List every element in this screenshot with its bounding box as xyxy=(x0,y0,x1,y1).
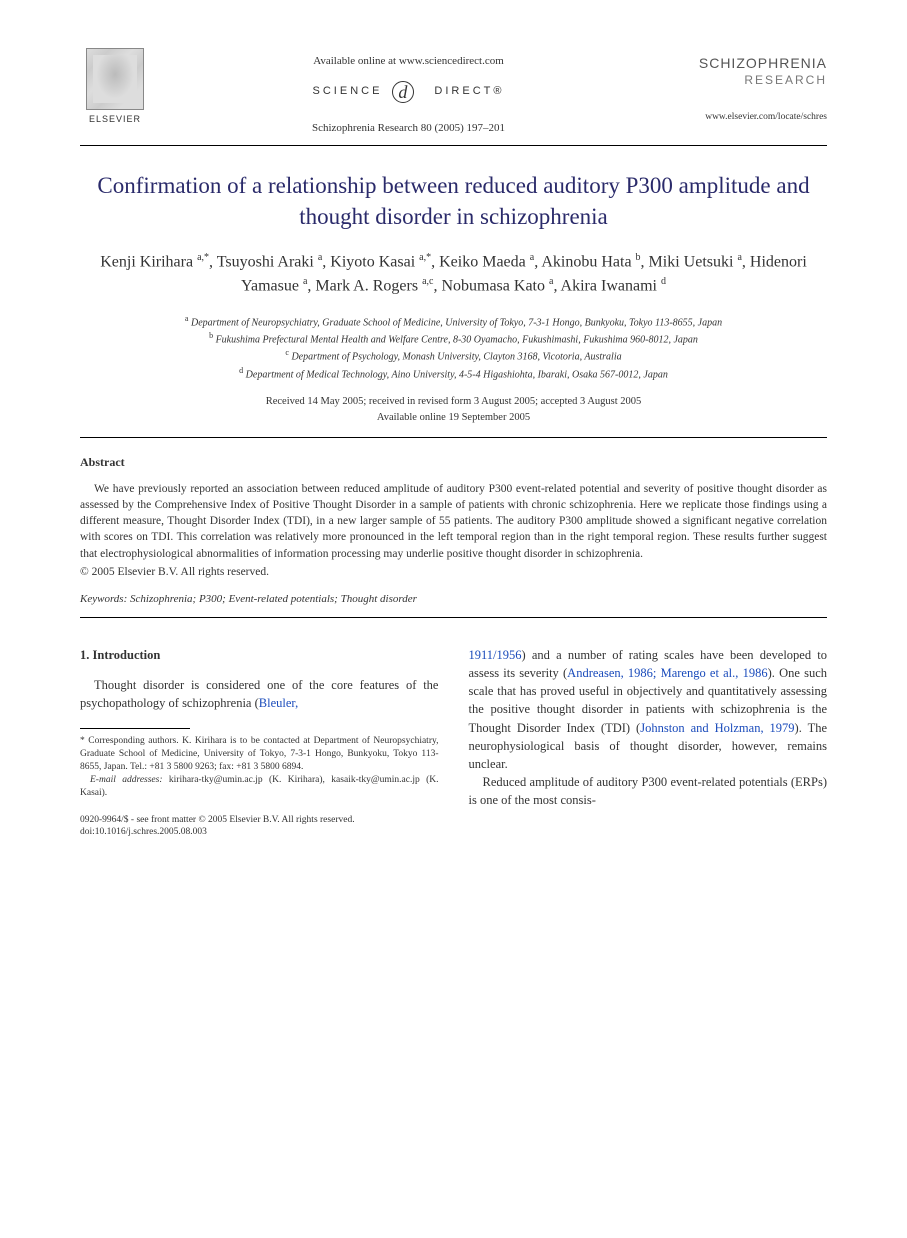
elsevier-tree-icon xyxy=(86,48,144,110)
affil-text: Fukushima Prefectural Mental Health and … xyxy=(216,334,698,345)
dates-line2: Available online 19 September 2005 xyxy=(80,410,827,426)
page-header: ELSEVIER Available online at www.science… xyxy=(80,48,827,137)
sciencedirect-logo: SCIENCE DIRECT® xyxy=(313,79,505,103)
abstract-block: Abstract We have previously reported an … xyxy=(80,454,827,579)
affiliation-b: b Fukushima Prefectural Mental Health an… xyxy=(80,330,827,347)
header-center: Available online at www.sciencedirect.co… xyxy=(150,48,667,137)
footnote-rule xyxy=(80,728,190,729)
affiliation-a: a Department of Neuropsychiatry, Graduat… xyxy=(80,313,827,330)
citation-bleuler: Bleuler, xyxy=(259,696,298,710)
scidirect-left: SCIENCE xyxy=(313,84,383,99)
email-footnote: E-mail addresses: kirihara-tky@umin.ac.j… xyxy=(80,774,439,800)
citation-johnston: Johnston and Holzman, 1979 xyxy=(640,721,794,735)
abstract-bottom-rule xyxy=(80,617,827,618)
affiliation-d: d Department of Medical Technology, Aino… xyxy=(80,365,827,382)
affiliation-c: c Department of Psychology, Monash Unive… xyxy=(80,347,827,364)
header-rule xyxy=(80,145,827,146)
scidirect-d-icon xyxy=(388,79,428,103)
affiliations: a Department of Neuropsychiatry, Graduat… xyxy=(80,313,827,382)
intro-para-left: Thought disorder is considered one of th… xyxy=(80,676,439,712)
abstract-heading: Abstract xyxy=(80,454,827,471)
abstract-top-rule xyxy=(80,437,827,438)
publisher-logo-block: ELSEVIER xyxy=(80,48,150,126)
intro-para-right: 1911/1956) and a number of rating scales… xyxy=(469,646,828,773)
journal-brand: SCHIZOPHRENIA RESEARCH www.elsevier.com/… xyxy=(667,48,827,124)
author-list: Kenji Kirihara a,*, Tsuyoshi Araki a, Ki… xyxy=(80,250,827,299)
footnote-corr-text: * Corresponding authors. K. Kirihara is … xyxy=(80,736,439,772)
affil-text: Department of Medical Technology, Aino U… xyxy=(246,369,668,380)
footer-line2: doi:10.1016/j.schres.2005.08.003 xyxy=(80,826,439,839)
corresponding-footnote: * Corresponding authors. K. Kirihara is … xyxy=(80,735,439,773)
affil-text: Department of Neuropsychiatry, Graduate … xyxy=(191,317,722,328)
abstract-copyright: © 2005 Elsevier B.V. All rights reserved… xyxy=(80,564,827,580)
email-label: E-mail addresses: xyxy=(90,775,163,785)
keywords-text: Schizophrenia; P300; Event-related poten… xyxy=(130,593,417,605)
footer-line1: 0920-9964/$ - see front matter © 2005 El… xyxy=(80,814,439,827)
section-1-heading: 1. Introduction xyxy=(80,646,439,664)
locate-url: www.elsevier.com/locate/schres xyxy=(667,111,827,124)
brand-line2: RESEARCH xyxy=(667,72,827,89)
footer-block: 0920-9964/$ - see front matter © 2005 El… xyxy=(80,814,439,840)
right-column: 1911/1956) and a number of rating scales… xyxy=(469,646,828,839)
keywords-line: Keywords: Schizophrenia; P300; Event-rel… xyxy=(80,592,827,607)
citation-bleuler-year: 1911/1956 xyxy=(469,648,522,662)
intro-para2-right: Reduced amplitude of auditory P300 event… xyxy=(469,773,828,809)
scidirect-right: DIRECT® xyxy=(434,84,504,99)
journal-reference: Schizophrenia Research 80 (2005) 197–201 xyxy=(150,121,667,136)
affil-text: Department of Psychology, Monash Univers… xyxy=(291,352,621,363)
left-column: 1. Introduction Thought disorder is cons… xyxy=(80,646,439,839)
available-online-text: Available online at www.sciencedirect.co… xyxy=(150,54,667,69)
keywords-label: Keywords: xyxy=(80,593,127,605)
brand-line1: SCHIZOPHRENIA xyxy=(667,54,827,72)
citation-andreasen: Andreasen, 1986; Marengo et al., 1986 xyxy=(567,666,767,680)
publisher-name: ELSEVIER xyxy=(89,113,141,126)
abstract-text: We have previously reported an associati… xyxy=(80,481,827,561)
article-dates: Received 14 May 2005; received in revise… xyxy=(80,394,827,426)
dates-line1: Received 14 May 2005; received in revise… xyxy=(80,394,827,410)
body-columns: 1. Introduction Thought disorder is cons… xyxy=(80,646,827,839)
article-title: Confirmation of a relationship between r… xyxy=(80,170,827,232)
